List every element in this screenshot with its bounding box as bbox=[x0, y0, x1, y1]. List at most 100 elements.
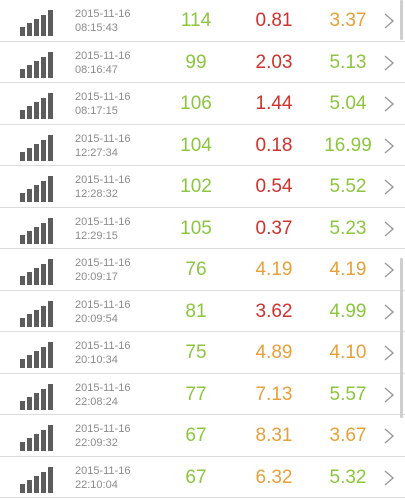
signal-bar bbox=[48, 134, 53, 161]
signal-strength-icon bbox=[20, 423, 56, 451]
chevron-right-icon[interactable] bbox=[383, 220, 395, 238]
list-item[interactable]: 2015-11-16 20:09:17 76 4.19 4.19 bbox=[0, 249, 405, 291]
list-item[interactable]: 2015-11-16 08:16:47 99 2.03 5.13 bbox=[0, 42, 405, 83]
signal-bar bbox=[20, 359, 25, 368]
signal-bar bbox=[41, 98, 46, 119]
entry-date: 2015-11-16 bbox=[75, 91, 131, 103]
list-item[interactable]: 2015-11-16 12:29:15 105 0.37 5.23 bbox=[0, 208, 405, 249]
signal-bar bbox=[20, 27, 25, 36]
signal-strength-icon bbox=[20, 465, 56, 493]
entry-time: 12:29:15 bbox=[75, 229, 118, 242]
signal-bar bbox=[41, 56, 46, 78]
signal-bar bbox=[27, 64, 32, 78]
entry-date: 2015-11-16 bbox=[75, 298, 131, 311]
value-1: 99 bbox=[185, 51, 207, 73]
chevron-right-icon[interactable] bbox=[383, 137, 395, 155]
list-item[interactable]: 2015-11-16 20:10:34 75 4.89 4.10 bbox=[0, 332, 405, 374]
value-1: 106 bbox=[180, 93, 212, 114]
value-1: 104 bbox=[180, 134, 212, 156]
chevron-right-icon[interactable] bbox=[383, 178, 395, 196]
chevron-right-icon[interactable] bbox=[383, 261, 395, 279]
chevron-right-icon[interactable] bbox=[383, 386, 395, 404]
entry-time: 22:08:24 bbox=[75, 395, 118, 408]
list-item[interactable]: 2015-11-16 22:08:24 77 7.13 5.57 bbox=[0, 374, 405, 415]
list-item[interactable]: 2015-11-16 20:09:54 81 3.62 4.99 bbox=[0, 291, 405, 332]
chevron-right-icon[interactable] bbox=[383, 469, 395, 487]
value-2: 2.03 bbox=[255, 51, 293, 73]
list-item[interactable]: 2015-11-16 22:10:04 67 6.32 5.32 bbox=[0, 457, 405, 498]
entry-date: 2015-11-16 bbox=[75, 8, 131, 20]
signal-bar bbox=[34, 309, 39, 327]
value-2: 3.62 bbox=[255, 300, 293, 322]
value-2: 8.31 bbox=[255, 425, 293, 446]
value-1: 75 bbox=[185, 342, 207, 363]
value-1: 77 bbox=[185, 383, 207, 405]
signal-bar bbox=[27, 355, 32, 368]
signal-bar bbox=[34, 268, 39, 285]
value-2: 0.37 bbox=[255, 217, 293, 239]
entry-date: 2015-11-16 bbox=[75, 215, 131, 228]
signal-bar bbox=[27, 230, 32, 244]
entry-time: 20:09:17 bbox=[75, 271, 118, 283]
signal-bar bbox=[27, 272, 32, 285]
signal-bar bbox=[20, 400, 25, 410]
signal-bar bbox=[20, 483, 25, 493]
signal-bar bbox=[48, 300, 53, 327]
entry-date: 2015-11-16 bbox=[75, 423, 131, 435]
signal-bar bbox=[20, 442, 25, 451]
list-item[interactable]: 2015-11-16 12:27:34 104 0.18 16.99 bbox=[0, 125, 405, 166]
scrollbar[interactable] bbox=[400, 258, 403, 418]
signal-bar bbox=[20, 151, 25, 161]
entry-time: 08:15:43 bbox=[75, 22, 118, 34]
entry-date: 2015-11-16 bbox=[75, 464, 131, 477]
value-3: 5.52 bbox=[329, 176, 367, 197]
chevron-right-icon[interactable] bbox=[383, 303, 395, 321]
list-item[interactable]: 2015-11-16 12:28:32 102 0.54 5.52 bbox=[0, 166, 405, 208]
signal-bar bbox=[41, 139, 46, 161]
signal-bar bbox=[20, 317, 25, 327]
signal-bar bbox=[34, 60, 39, 78]
list-item[interactable]: 2015-11-16 22:09:32 67 8.31 3.67 bbox=[0, 415, 405, 457]
signal-strength-icon bbox=[20, 257, 56, 285]
value-2: 0.81 bbox=[255, 10, 293, 31]
signal-bar bbox=[20, 110, 25, 119]
signal-bar bbox=[48, 10, 53, 36]
value-2: 0.54 bbox=[255, 176, 293, 197]
chevron-right-icon[interactable] bbox=[383, 95, 395, 113]
entry-time: 12:27:34 bbox=[75, 146, 118, 159]
value-3: 4.99 bbox=[329, 300, 367, 322]
entry-time: 22:09:32 bbox=[75, 437, 118, 449]
signal-strength-icon bbox=[20, 340, 56, 368]
signal-bar bbox=[20, 193, 25, 202]
chevron-right-icon[interactable] bbox=[383, 12, 395, 30]
list-item[interactable]: 2015-11-16 08:15:43 114 0.81 3.37 bbox=[0, 0, 405, 42]
chevron-right-icon[interactable] bbox=[383, 54, 395, 72]
value-3: 3.37 bbox=[329, 10, 367, 31]
signal-bar bbox=[34, 19, 39, 36]
value-3: 5.57 bbox=[329, 383, 367, 405]
signal-bar bbox=[48, 425, 53, 451]
entry-date: 2015-11-16 bbox=[75, 381, 131, 394]
scrollbar[interactable] bbox=[400, 0, 403, 40]
chevron-right-icon[interactable] bbox=[383, 344, 395, 362]
signal-bar bbox=[20, 234, 25, 244]
signal-bar bbox=[27, 438, 32, 451]
value-2: 7.13 bbox=[255, 383, 293, 405]
value-3: 4.10 bbox=[329, 342, 367, 363]
chevron-right-icon[interactable] bbox=[383, 427, 395, 445]
signal-strength-icon bbox=[20, 382, 56, 410]
value-2: 4.89 bbox=[255, 342, 293, 363]
signal-bar bbox=[27, 189, 32, 202]
entry-time: 22:10:04 bbox=[75, 478, 118, 491]
value-2: 0.18 bbox=[255, 134, 293, 156]
list-item[interactable]: 2015-11-16 08:17:15 106 1.44 5.04 bbox=[0, 83, 405, 125]
entry-time: 12:28:32 bbox=[75, 188, 118, 200]
entry-time: 08:17:15 bbox=[75, 105, 118, 117]
signal-bar bbox=[34, 185, 39, 202]
entry-time: 08:16:47 bbox=[75, 63, 118, 76]
signal-strength-icon bbox=[20, 133, 56, 161]
signal-bar bbox=[48, 217, 53, 244]
value-3: 5.32 bbox=[329, 466, 367, 488]
signal-bar bbox=[27, 147, 32, 161]
